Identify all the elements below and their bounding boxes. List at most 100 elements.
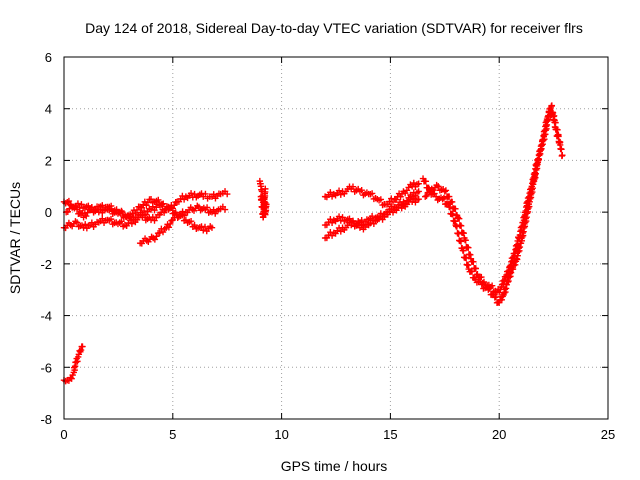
data-point [449,211,456,218]
data-point [346,215,353,222]
data-point [415,188,422,195]
data-point [187,217,195,225]
data-point [498,296,506,303]
data-point [465,244,472,251]
data-point [468,268,476,275]
data-point [335,213,343,220]
data-point [74,200,82,207]
data-point [202,190,209,198]
data-point [448,198,456,206]
axis-ticks: 0 5 10 15 20 25 -8 -6 -4 -2 0 2 4 6 [40,50,615,442]
series-track-d [62,196,166,221]
gridlines [64,57,608,419]
data-point [358,186,365,194]
data-point [208,224,216,231]
data-point [455,215,463,222]
data-point [453,223,461,230]
data-point [133,206,141,214]
series-early-low [60,343,86,385]
data-point [472,265,480,272]
data-point [85,202,92,210]
data-point [457,222,465,230]
data-point [107,215,115,223]
data-point [140,211,148,219]
data-point [65,197,73,205]
data-point [107,202,115,210]
data-point [488,282,496,289]
x-tick-label: 25 [601,427,615,442]
data-point [500,280,507,287]
data-point [368,190,376,197]
plot-frame [63,56,609,420]
data-point [68,375,75,382]
series-dip-recovery-b [422,108,566,296]
data-points [60,102,566,385]
data-point [262,185,269,193]
x-tick-label: 10 [274,427,288,442]
data-point [445,193,453,200]
y-tick-label: 6 [45,50,52,65]
data-point [181,212,188,219]
x-tick-label: 20 [492,427,506,442]
data-point [335,187,343,194]
data-point [224,190,231,198]
data-point [377,196,385,203]
data-point [156,229,163,237]
data-point [147,196,155,203]
data-point [415,196,422,203]
data-point [410,195,417,202]
data-point [548,102,556,109]
data-point [470,258,477,265]
y-tick-label: -2 [40,257,52,272]
data-point [552,119,559,126]
x-tick-label: 5 [169,427,176,442]
data-point [118,218,125,225]
y-axis-label: SDTVAR / TECUs [7,182,23,294]
data-point [203,204,211,211]
data-point [423,192,430,200]
data-point [82,212,90,220]
data-point [349,183,357,190]
data-point [337,228,344,235]
series-track-g [321,195,422,233]
data-point [158,201,166,208]
data-point [442,187,450,194]
data-point [128,220,136,227]
data-point [74,358,81,365]
data-point [422,178,430,185]
data-point [221,206,229,213]
x-axis-label: GPS time / hours [281,458,388,474]
chart-title: Day 124 of 2018, Sidereal Day-to-day VTE… [85,20,583,36]
x-tick-label: 0 [60,427,67,442]
data-point [99,215,106,222]
data-point [546,108,553,115]
data-point [505,267,512,274]
data-point [555,131,562,139]
data-point [415,180,422,187]
data-point [339,214,346,221]
data-point [478,273,485,281]
data-point [127,213,135,220]
x-tick-label: 15 [383,427,397,442]
data-point [480,278,488,286]
series-hour9-cluster [256,177,270,221]
data-point [462,237,469,244]
data-point [452,205,459,212]
data-point [165,224,173,231]
data-point [410,179,417,187]
y-tick-label: -4 [40,309,52,324]
data-point [496,289,503,296]
data-point [556,138,564,146]
data-point [88,204,96,211]
series-track-c [136,202,229,247]
data-point [451,218,459,225]
data-point [73,219,81,226]
data-point [82,221,89,228]
data-point [166,220,174,228]
data-point [398,204,405,212]
data-point [79,343,86,350]
data-point [78,201,85,208]
data-point [441,188,448,195]
data-point [349,217,357,225]
data-point [460,247,467,254]
